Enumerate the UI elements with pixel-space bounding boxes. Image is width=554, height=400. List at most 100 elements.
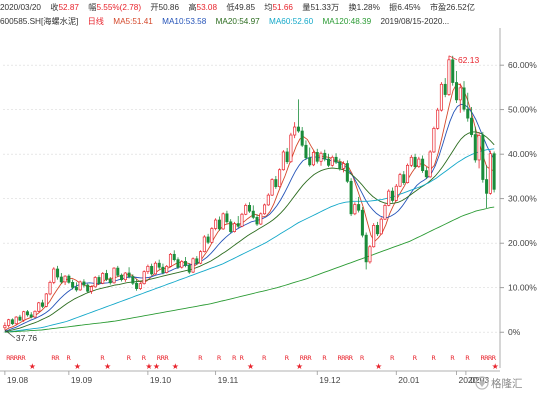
signal-r-marker: R xyxy=(413,354,418,362)
candle-body xyxy=(63,275,67,283)
ma60-line xyxy=(4,148,495,333)
candle-body xyxy=(477,135,481,161)
candle-body xyxy=(417,158,421,167)
signal-star-marker: ★ xyxy=(247,362,254,371)
watermark-text: 格隆汇 xyxy=(491,377,523,390)
signal-r-marker: R xyxy=(360,354,365,362)
candle-body xyxy=(244,205,248,215)
period-selector[interactable]: 日线 xyxy=(87,17,104,26)
indicator-bar: 600585.SH[海螺水泥] 日线 MA5:51.41 MA10:53.58 … xyxy=(0,15,554,28)
candle-body xyxy=(210,228,214,243)
close-label: 收 xyxy=(50,3,59,12)
high-value: 53.08 xyxy=(196,3,218,12)
candle-body xyxy=(338,161,342,169)
signal-r-marker: R xyxy=(431,354,436,362)
candle-body xyxy=(7,319,11,326)
signal-r-marker: R xyxy=(198,354,203,362)
candle-body xyxy=(443,83,447,95)
low-label: 低 xyxy=(226,3,235,12)
signal-r-marker: R xyxy=(390,354,395,362)
candle-body xyxy=(217,219,221,230)
candle-body xyxy=(187,265,191,273)
signal-r-marker: R xyxy=(21,354,26,362)
stock-code: 600585.SH xyxy=(0,17,41,26)
candle-body xyxy=(368,246,372,263)
candle-body xyxy=(229,221,233,232)
candle-body xyxy=(421,158,425,171)
y-tick-label: 20.00% xyxy=(508,238,537,248)
close-value: 52.87 xyxy=(58,3,79,12)
y-axis: 60.00% 50.00% 40.00% 30.00% 20.00% 10.00% 0% xyxy=(499,28,537,368)
candle-body xyxy=(458,87,462,101)
watermark-logo-icon xyxy=(475,376,489,390)
pe-value: 26.52亿 xyxy=(446,3,475,12)
candlestick-chart[interactable]: 60.00% 50.00% 40.00% 30.00% 20.00% 10.00% 0% 1… xyxy=(0,28,554,400)
change-label: 幅 xyxy=(88,3,97,12)
ma120-line xyxy=(4,206,495,333)
candle-body xyxy=(232,223,236,232)
candle-body xyxy=(266,194,270,206)
quote-date: 2020/03/20 xyxy=(0,3,41,12)
candle-body xyxy=(78,281,82,291)
candle-body xyxy=(3,325,7,329)
candle-body xyxy=(296,126,300,132)
candle-body xyxy=(394,185,398,201)
open-value: 50.86 xyxy=(158,3,180,12)
signal-r-marker: R xyxy=(10,354,15,362)
candle-body xyxy=(157,262,161,268)
signal-star-marker: ★ xyxy=(145,362,152,371)
pe-label: 市盈 xyxy=(429,3,447,12)
candles xyxy=(3,55,496,330)
candle-body xyxy=(304,144,308,159)
signal-markers: R R R R R★R R R★R★R R★ ★R R R★R R R R★R R★R R R R R R R R R★R R… xyxy=(6,354,499,371)
candle-body xyxy=(319,152,323,162)
candle-body xyxy=(424,170,428,178)
candle-body xyxy=(214,219,218,229)
signal-r-marker: R xyxy=(262,354,267,362)
candle-body xyxy=(146,265,150,273)
ma20-line xyxy=(4,131,495,333)
candle-body xyxy=(161,266,165,273)
candle-body xyxy=(360,209,364,236)
candle-body xyxy=(259,213,263,225)
candle-body xyxy=(409,156,413,166)
candle-body xyxy=(406,164,410,184)
open-label: 开 xyxy=(150,3,159,12)
amplitude-value: 6.45% xyxy=(397,3,421,12)
candle-body xyxy=(300,130,304,146)
ma10-line xyxy=(4,103,495,332)
candle-body xyxy=(97,277,101,284)
candle-body xyxy=(40,302,45,307)
candle-body xyxy=(428,151,432,178)
candle-body xyxy=(327,158,331,166)
low-annotation-pointer xyxy=(4,329,16,339)
candle-body xyxy=(180,261,184,268)
candle-body xyxy=(281,151,285,171)
candle-body xyxy=(247,205,252,212)
price-annotations: 62.13 37.76 xyxy=(4,55,480,343)
candle-body xyxy=(334,156,338,163)
signal-r-marker: R xyxy=(345,354,350,362)
candle-body xyxy=(56,268,60,278)
signal-r-marker: R xyxy=(51,354,56,362)
candle-body xyxy=(488,153,492,194)
candle-body xyxy=(473,134,477,161)
candle-body xyxy=(289,134,293,163)
candle-body xyxy=(82,281,86,286)
low-annotation-label: 37.76 xyxy=(16,333,38,343)
x-tick-label: 19.11 xyxy=(218,375,239,385)
signal-r-marker: R xyxy=(349,354,354,362)
candle-body xyxy=(240,213,244,227)
candle-body xyxy=(436,109,440,129)
candle-body xyxy=(492,153,496,190)
candle-body xyxy=(172,253,176,261)
y-tick-label: 40.00% xyxy=(508,149,537,159)
avg-label: 均 xyxy=(264,3,273,12)
candle-body xyxy=(153,262,157,275)
candle-body xyxy=(191,258,195,273)
low-value: 49.85 xyxy=(234,3,256,12)
signal-r-marker: R xyxy=(6,354,11,362)
candle-body xyxy=(67,275,71,283)
candle-body xyxy=(413,156,417,167)
